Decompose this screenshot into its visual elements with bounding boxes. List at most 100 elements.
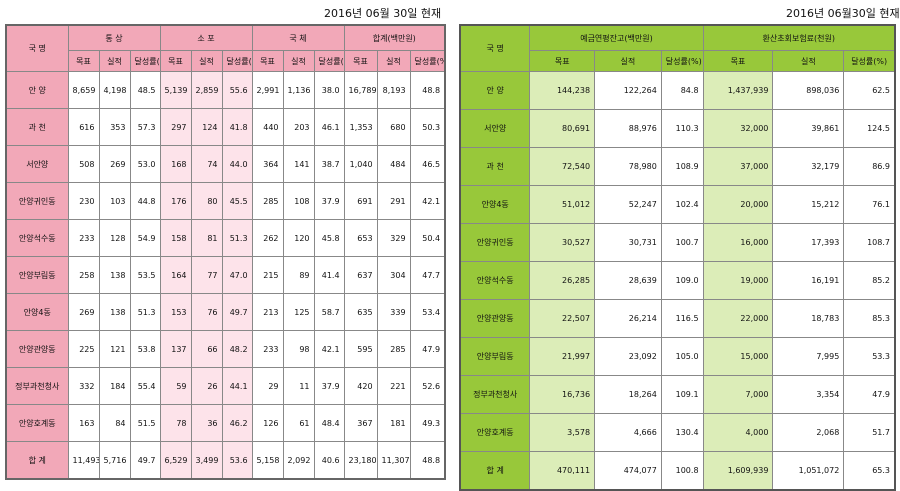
value-cell: 16,789 — [343, 71, 378, 109]
value-cell: 258 — [67, 256, 100, 294]
value-cell: 7,000 — [702, 375, 774, 414]
value-cell: 36 — [190, 404, 223, 442]
value-cell: 11,493 — [67, 441, 100, 480]
value-cell: 47.9 — [409, 330, 446, 368]
table-row: 서안양 508 269 53.0 168 74 44.0 364 141 38.7 1,040 484… — [5, 145, 446, 183]
value-cell: 48.5 — [129, 71, 161, 109]
value-cell: 29 — [251, 367, 284, 405]
value-cell: 1,609,939 — [702, 451, 774, 491]
left-col-name-header: 국 명 — [5, 24, 69, 72]
value-cell: 88,976 — [594, 109, 662, 148]
value-cell: 16,000 — [702, 223, 774, 262]
value-cell: 181 — [376, 404, 411, 442]
value-cell: 51,012 — [529, 185, 596, 224]
value-cell: 51.7 — [843, 413, 896, 452]
value-cell: 46.5 — [409, 145, 446, 183]
value-cell: 8,659 — [67, 71, 100, 109]
value-cell: 76 — [190, 293, 223, 331]
table-row: 과 천 616 353 57.3 297 124 41.8 440 203 46.1 1,353 68… — [5, 108, 446, 146]
table-row: 안양귀인동 230 103 44.8 176 80 45.5 285 108 37.9 691 291… — [5, 182, 446, 220]
value-cell: 78,980 — [594, 147, 662, 186]
value-cell: 269 — [98, 145, 131, 183]
value-cell: 42.1 — [313, 330, 345, 368]
value-cell: 203 — [282, 108, 315, 146]
office-name-cell: 안양호계동 — [459, 413, 531, 452]
value-cell: 329 — [376, 219, 411, 257]
value-cell: 30,731 — [594, 223, 662, 262]
value-cell: 89 — [282, 256, 315, 294]
value-cell: 49.7 — [221, 293, 253, 331]
value-cell: 7,995 — [772, 337, 845, 376]
value-cell: 144,238 — [529, 71, 596, 110]
office-name-cell: 정부과천청사 — [5, 367, 69, 405]
value-cell: 484 — [376, 145, 411, 183]
value-cell: 15,212 — [772, 185, 845, 224]
table-row: 안양석수동 26,285 28,639 109.0 19,000 16,191 85.2 — [459, 261, 896, 300]
value-cell: 508 — [67, 145, 100, 183]
value-cell: 85.3 — [843, 299, 896, 338]
value-cell: 285 — [376, 330, 411, 368]
left-sub-header: 목표 — [159, 50, 192, 72]
value-cell: 28,639 — [594, 261, 662, 300]
value-cell: 353 — [98, 108, 131, 146]
left-sub-header: 실적 — [190, 50, 223, 72]
office-name-cell: 정부과천청사 — [459, 375, 531, 414]
value-cell: 4,666 — [594, 413, 662, 452]
value-cell: 2,068 — [772, 413, 845, 452]
value-cell: 2,092 — [282, 441, 315, 480]
value-cell: 54.9 — [129, 219, 161, 257]
value-cell: 1,136 — [282, 71, 315, 109]
table-row: 안양부림동 258 138 53.5 164 77 47.0 215 89 41.4 637 304 4… — [5, 256, 446, 294]
value-cell: 74 — [190, 145, 223, 183]
value-cell: 80,691 — [529, 109, 596, 148]
office-name-cell: 과 천 — [459, 147, 531, 186]
value-cell: 595 — [343, 330, 378, 368]
value-cell: 304 — [376, 256, 411, 294]
left-group-header: 국 체 — [251, 24, 345, 51]
value-cell: 653 — [343, 219, 378, 257]
value-cell: 102.4 — [660, 185, 704, 224]
value-cell: 3,354 — [772, 375, 845, 414]
value-cell: 474,077 — [594, 451, 662, 491]
value-cell: 116.5 — [660, 299, 704, 338]
value-cell: 38.7 — [313, 145, 345, 183]
office-name-cell: 안양귀인동 — [5, 182, 69, 220]
right-table-header: 국 명 예금연평잔고(백만원) 환산초회보험료(천원) 목표 실적 달성률(%) 목표… — [459, 24, 896, 72]
value-cell: 76.1 — [843, 185, 896, 224]
left-group-header: 소 포 — [159, 24, 253, 51]
value-cell: 23,180 — [343, 441, 378, 480]
value-cell: 2,991 — [251, 71, 284, 109]
value-cell: 1,353 — [343, 108, 378, 146]
left-sub-header: 실적 — [376, 50, 411, 72]
value-cell: 109.0 — [660, 261, 704, 300]
value-cell: 32,179 — [772, 147, 845, 186]
table-row: 안양호계동 3,578 4,666 130.4 4,000 2,068 51.7 — [459, 413, 896, 452]
value-cell: 45.8 — [313, 219, 345, 257]
value-cell: 120 — [282, 219, 315, 257]
value-cell: 332 — [67, 367, 100, 405]
office-name-cell: 안양관양동 — [5, 330, 69, 368]
value-cell: 109.1 — [660, 375, 704, 414]
office-name-cell: 안양4동 — [459, 185, 531, 224]
value-cell: 158 — [159, 219, 192, 257]
value-cell: 59 — [159, 367, 192, 405]
table-row: 안양석수동 233 128 54.9 158 81 51.3 262 120 45.8 653 329… — [5, 219, 446, 257]
value-cell: 1,437,939 — [702, 71, 774, 110]
left-sub-header: 달성률(%) — [129, 50, 161, 72]
value-cell: 440 — [251, 108, 284, 146]
value-cell: 898,036 — [772, 71, 845, 110]
table-row: 합 계 11,493 5,716 49.7 6,529 3,499 53.6 5,158 2,0… — [5, 441, 446, 480]
right-col-name-header: 국 명 — [459, 24, 531, 72]
value-cell: 53.6 — [221, 441, 253, 480]
value-cell: 55.6 — [221, 71, 253, 109]
value-cell: 269 — [67, 293, 100, 331]
value-cell: 80 — [190, 182, 223, 220]
value-cell: 17,393 — [772, 223, 845, 262]
value-cell: 108.9 — [660, 147, 704, 186]
value-cell: 65.3 — [843, 451, 896, 491]
value-cell: 364 — [251, 145, 284, 183]
value-cell: 122,264 — [594, 71, 662, 110]
value-cell: 125 — [282, 293, 315, 331]
value-cell: 108.7 — [843, 223, 896, 262]
office-name-cell: 안양부림동 — [459, 337, 531, 376]
